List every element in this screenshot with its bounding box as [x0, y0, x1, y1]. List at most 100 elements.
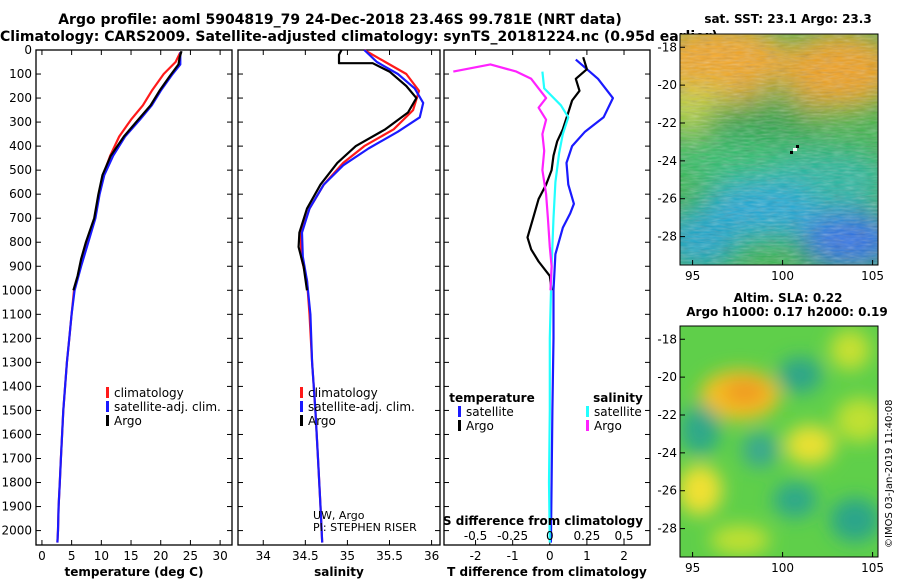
legend-swatch [586, 406, 589, 417]
sla-map-axes: 95 100 105 -18 -20 -22 -24 -26 -28 [657, 332, 884, 575]
x-tick-label-s: 0.5 [614, 529, 633, 543]
legend-entry: Argo [114, 414, 142, 428]
series-s-satellite [541, 71, 570, 543]
panel-temperature: 0 100 200 300 400 500 600 700 800 900 1000 1100 1200… [1, 43, 233, 579]
legend-entry: Argo [594, 419, 622, 433]
legend-entry: satellite [466, 405, 514, 419]
y-tick-label: 1700 [1, 451, 32, 465]
map-x-tick-label: 95 [685, 269, 700, 283]
panel-frame [237, 49, 441, 546]
map-y-tick-label: -20 [657, 370, 677, 384]
map-y-tick-label: -28 [657, 522, 677, 536]
map-x-tick-label: 100 [771, 561, 794, 575]
series-argo [72, 50, 183, 291]
x-axis-label: temperature (deg C) [65, 565, 204, 579]
map-x-tick-label: 100 [771, 269, 794, 283]
legend-swatch [300, 401, 303, 412]
x-tick-label: 34 [256, 549, 271, 563]
series-argo [297, 49, 418, 291]
x-tick-label-s: -0.25 [497, 529, 528, 543]
series-satellite-adj-clim- [300, 49, 425, 543]
x-tick-label: 25 [183, 549, 198, 563]
y-tick-label: 100 [9, 67, 32, 81]
panel-salinity: 34 34.5 35 35.5 36 salinity climatologysatelli… [237, 49, 441, 579]
map-y-tick-label: -26 [657, 484, 677, 498]
y-tick-label: 200 [9, 91, 32, 105]
y-tick-label: 600 [9, 187, 32, 201]
legend-entry: Argo [466, 419, 494, 433]
x-tick-label-s: -0.5 [464, 529, 487, 543]
map-y-tick-label: -18 [657, 332, 677, 346]
map-y-tick-label: -24 [657, 446, 677, 460]
map-y-tick-label: -24 [657, 154, 677, 168]
x-tick-label-s: 0.25 [574, 529, 601, 543]
series-satellite-adj-clim- [56, 52, 182, 543]
map-y-tick-label: -28 [657, 230, 677, 244]
x-tick-label: 30 [212, 549, 227, 563]
y-tick-label: 1200 [1, 331, 32, 345]
annotation-line: UW, Argo [313, 509, 365, 522]
x-tick-label: -1 [507, 549, 519, 563]
map-y-tick-label: -22 [657, 408, 677, 422]
panel-frame [35, 49, 233, 546]
legend-swatch [300, 387, 303, 398]
sst-map-axes: 95 100 105 -18 -20 -22 -24 -26 -28 [657, 40, 884, 283]
y-tick-label: 1100 [1, 307, 32, 321]
x-axis-label: salinity [314, 565, 364, 579]
map-y-tick-label: -18 [657, 40, 677, 54]
x-tick-label: 15 [123, 549, 138, 563]
map-y-tick-label: -26 [657, 192, 677, 206]
x-tick-label: 10 [94, 549, 109, 563]
y-tick-label: 1600 [1, 427, 32, 441]
x-tick-label: -2 [470, 549, 482, 563]
y-tick-label: 500 [9, 163, 32, 177]
y-tick-label: 0 [24, 43, 32, 57]
legend-swatch [458, 420, 461, 431]
legend-swatch [106, 387, 109, 398]
legend-group-title: salinity [593, 391, 643, 405]
legend-swatch [106, 415, 109, 426]
x-axis-label: T difference from climatology [447, 565, 647, 579]
x-tick-label: 35 [340, 549, 355, 563]
series-t-argo [526, 56, 588, 291]
y-tick-label: 800 [9, 235, 32, 249]
legend-swatch [458, 406, 461, 417]
y-tick-label: 400 [9, 139, 32, 153]
series-t-satellite [549, 58, 614, 543]
x-tick-label: 20 [153, 549, 168, 563]
chart-title-line1: Argo profile: aoml 5904819_79 24-Dec-201… [58, 12, 622, 28]
map-x-tick-label: 95 [685, 561, 700, 575]
x-axis-label-top: S difference from climatology [443, 514, 643, 528]
annotation-line: PI: STEPHEN RISER [313, 521, 417, 534]
x-tick-label-s: 0 [546, 529, 554, 543]
legend-entry: climatology [114, 386, 184, 400]
x-tick-label: 0 [546, 549, 554, 563]
series-climatology [56, 51, 182, 543]
x-tick-label: 35.5 [376, 549, 403, 563]
chart-title-line2: Climatology: CARS2009. Satellite-adjuste… [0, 29, 718, 45]
y-tick-label: 1400 [1, 379, 32, 393]
legend-entry: satellite-adj. clim. [114, 400, 221, 414]
panel-difference: -2 -1 0 1 2 T difference from climatology temp… [443, 49, 651, 579]
sst-map-title: sat. SST: 23.1 Argo: 23.3 [704, 12, 872, 26]
legend-entry: satellite-adj. clim. [308, 400, 415, 414]
legend-entry: satellite [594, 405, 642, 419]
sla-map [680, 326, 878, 557]
x-tick-label: 5 [68, 549, 76, 563]
y-tick-label: 700 [9, 211, 32, 225]
legend-entry: Argo [308, 414, 336, 428]
sla-map-title-1: Altim. SLA: 0.22 [733, 291, 843, 305]
y-tick-label: 2000 [1, 524, 32, 538]
panel-frame [443, 49, 651, 546]
y-tick-label: 900 [9, 259, 32, 273]
legend-entry: climatology [308, 386, 378, 400]
y-tick-label: 300 [9, 115, 32, 129]
y-tick-label: 1800 [1, 476, 32, 490]
sla-map-title-2: Argo h1000: 0.17 h2000: 0.19 [686, 305, 888, 319]
y-tick-label: 1000 [1, 283, 32, 297]
map-x-tick-label: 105 [861, 561, 884, 575]
y-tick-label: 1900 [1, 500, 32, 514]
legend-swatch [300, 415, 303, 426]
y-tick-label: 1500 [1, 403, 32, 417]
